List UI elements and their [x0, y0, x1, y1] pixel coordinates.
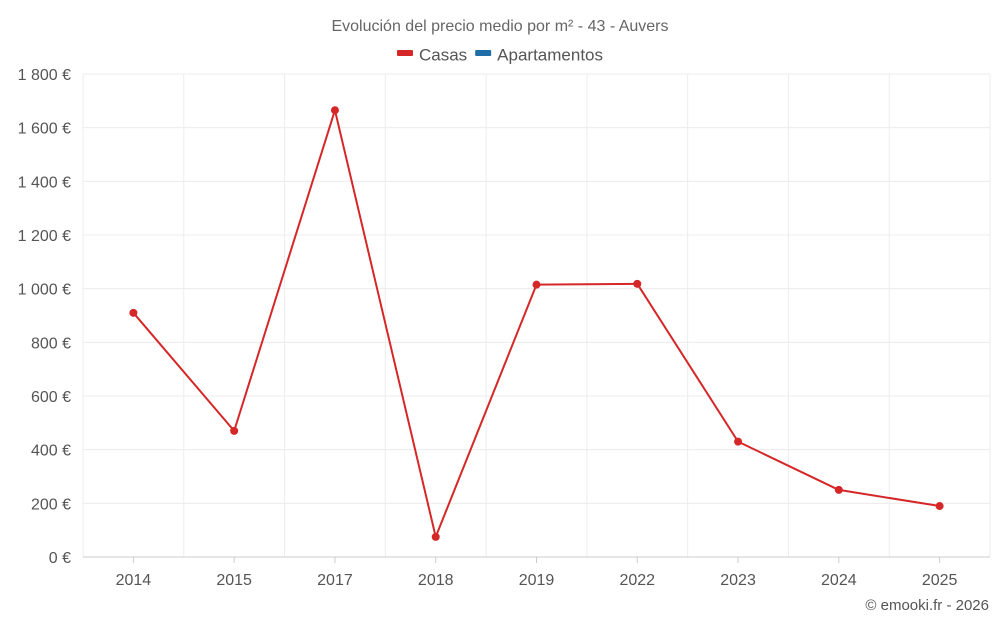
legend: Casas Apartamentos	[396, 45, 603, 64]
data-point	[431, 532, 440, 541]
data-point	[734, 437, 743, 446]
data-point	[935, 502, 944, 511]
series-layer	[129, 106, 944, 541]
x-tick-label: 2022	[619, 572, 655, 589]
y-tick-label: 0 €	[49, 550, 71, 567]
x-tick-label: 2019	[519, 572, 555, 589]
legend-label: Casas	[419, 45, 467, 64]
credit-text: © emooki.fr - 2026	[865, 597, 989, 614]
legend-item-casas: Casas	[396, 45, 467, 64]
y-tick-label: 400 €	[31, 443, 71, 460]
data-point	[129, 308, 138, 317]
data-point	[330, 106, 339, 115]
legend-label: Apartamentos	[497, 45, 603, 64]
data-point	[532, 280, 541, 289]
y-tick-label: 200 €	[31, 496, 71, 513]
x-tick-label: 2014	[116, 572, 152, 589]
x-tick-label: 2023	[720, 572, 756, 589]
legend-swatch	[475, 50, 492, 56]
x-tick-label: 2015	[216, 572, 252, 589]
legend-item-apartamentos: Apartamentos	[475, 45, 603, 64]
chart-title: Evolución del precio medio por m² - 43 -…	[331, 18, 668, 35]
y-tick-label: 1 200 €	[18, 228, 71, 245]
y-tick-label: 600 €	[31, 389, 71, 406]
data-point	[230, 426, 239, 435]
y-tick-label: 1 800 €	[18, 67, 71, 84]
x-tick-label: 2025	[922, 572, 958, 589]
y-tick-label: 800 €	[31, 335, 71, 352]
legend-swatch	[396, 50, 413, 56]
y-tick-label: 1 000 €	[18, 282, 71, 299]
grid	[82, 73, 991, 557]
data-point	[633, 279, 642, 288]
y-tick-label: 1 600 €	[18, 121, 71, 138]
x-tick-label: 2018	[418, 572, 454, 589]
data-point	[834, 485, 843, 494]
axes: 0 € 200 € 400 € 600 € 800 € 1 000 € 1 200 € 1 4…	[18, 67, 990, 589]
x-tick-label: 2017	[317, 572, 353, 589]
series-line-casas	[132, 109, 940, 538]
y-tick-label: 1 400 €	[18, 174, 71, 191]
x-tick-label: 2024	[821, 572, 857, 589]
